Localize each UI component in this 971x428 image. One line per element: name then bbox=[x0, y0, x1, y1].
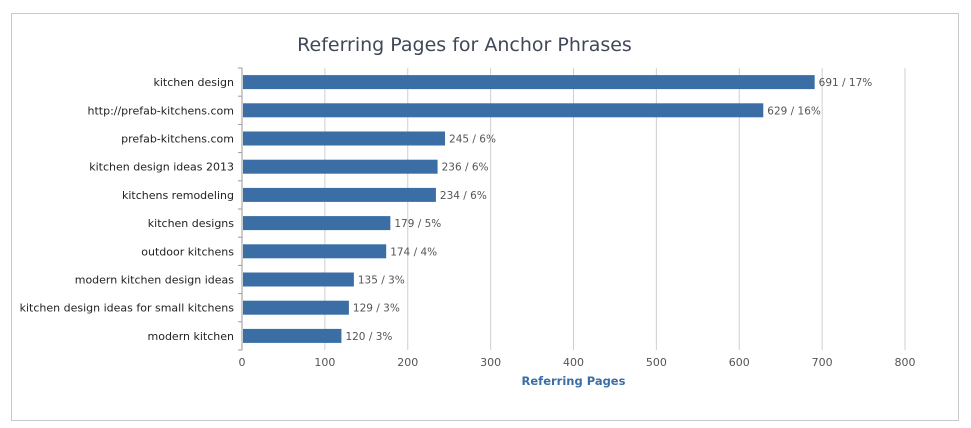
bar bbox=[243, 103, 764, 118]
data-label: 236 / 6% bbox=[442, 162, 489, 174]
category-label: kitchen designs bbox=[148, 217, 234, 230]
bar bbox=[243, 216, 391, 231]
data-label: 129 / 3% bbox=[353, 303, 400, 315]
category-label: kitchen design ideas for small kitchens bbox=[20, 302, 235, 315]
x-tick-label: 100 bbox=[314, 356, 335, 369]
bar bbox=[243, 300, 349, 315]
x-axis-title: Referring Pages bbox=[522, 374, 626, 388]
data-label: 245 / 6% bbox=[449, 134, 496, 146]
x-tick-label: 400 bbox=[563, 356, 584, 369]
x-tick-label: 300 bbox=[480, 356, 501, 369]
bar bbox=[243, 75, 815, 90]
x-tick-label: 700 bbox=[812, 356, 833, 369]
bar bbox=[243, 328, 342, 343]
data-label: 629 / 16% bbox=[767, 105, 821, 117]
data-label: 120 / 3% bbox=[345, 331, 392, 343]
bar bbox=[243, 272, 354, 287]
category-label: kitchen design bbox=[154, 76, 235, 89]
x-tick-label: 600 bbox=[729, 356, 750, 369]
category-label: modern kitchen design ideas bbox=[75, 274, 235, 287]
data-label: 135 / 3% bbox=[358, 275, 405, 287]
category-label: kitchen design ideas 2013 bbox=[89, 161, 234, 174]
data-label: 179 / 5% bbox=[394, 218, 441, 230]
category-label: kitchens remodeling bbox=[122, 189, 234, 202]
data-label: 234 / 6% bbox=[440, 190, 487, 202]
category-label: modern kitchen bbox=[148, 330, 235, 343]
x-tick-label: 0 bbox=[239, 356, 246, 369]
bar bbox=[243, 131, 446, 146]
x-tick-label: 200 bbox=[397, 356, 418, 369]
bar bbox=[243, 244, 387, 259]
x-tick-label: 800 bbox=[895, 356, 916, 369]
bar bbox=[243, 187, 436, 202]
data-label: 691 / 17% bbox=[819, 77, 873, 89]
chart-title: Referring Pages for Anchor Phrases bbox=[297, 34, 632, 56]
bar bbox=[243, 159, 438, 174]
category-label: http://prefab-kitchens.com bbox=[87, 104, 234, 117]
category-label: prefab-kitchens.com bbox=[121, 133, 234, 146]
category-label: outdoor kitchens bbox=[141, 245, 234, 258]
data-label: 174 / 4% bbox=[390, 246, 437, 258]
x-tick-label: 500 bbox=[646, 356, 667, 369]
